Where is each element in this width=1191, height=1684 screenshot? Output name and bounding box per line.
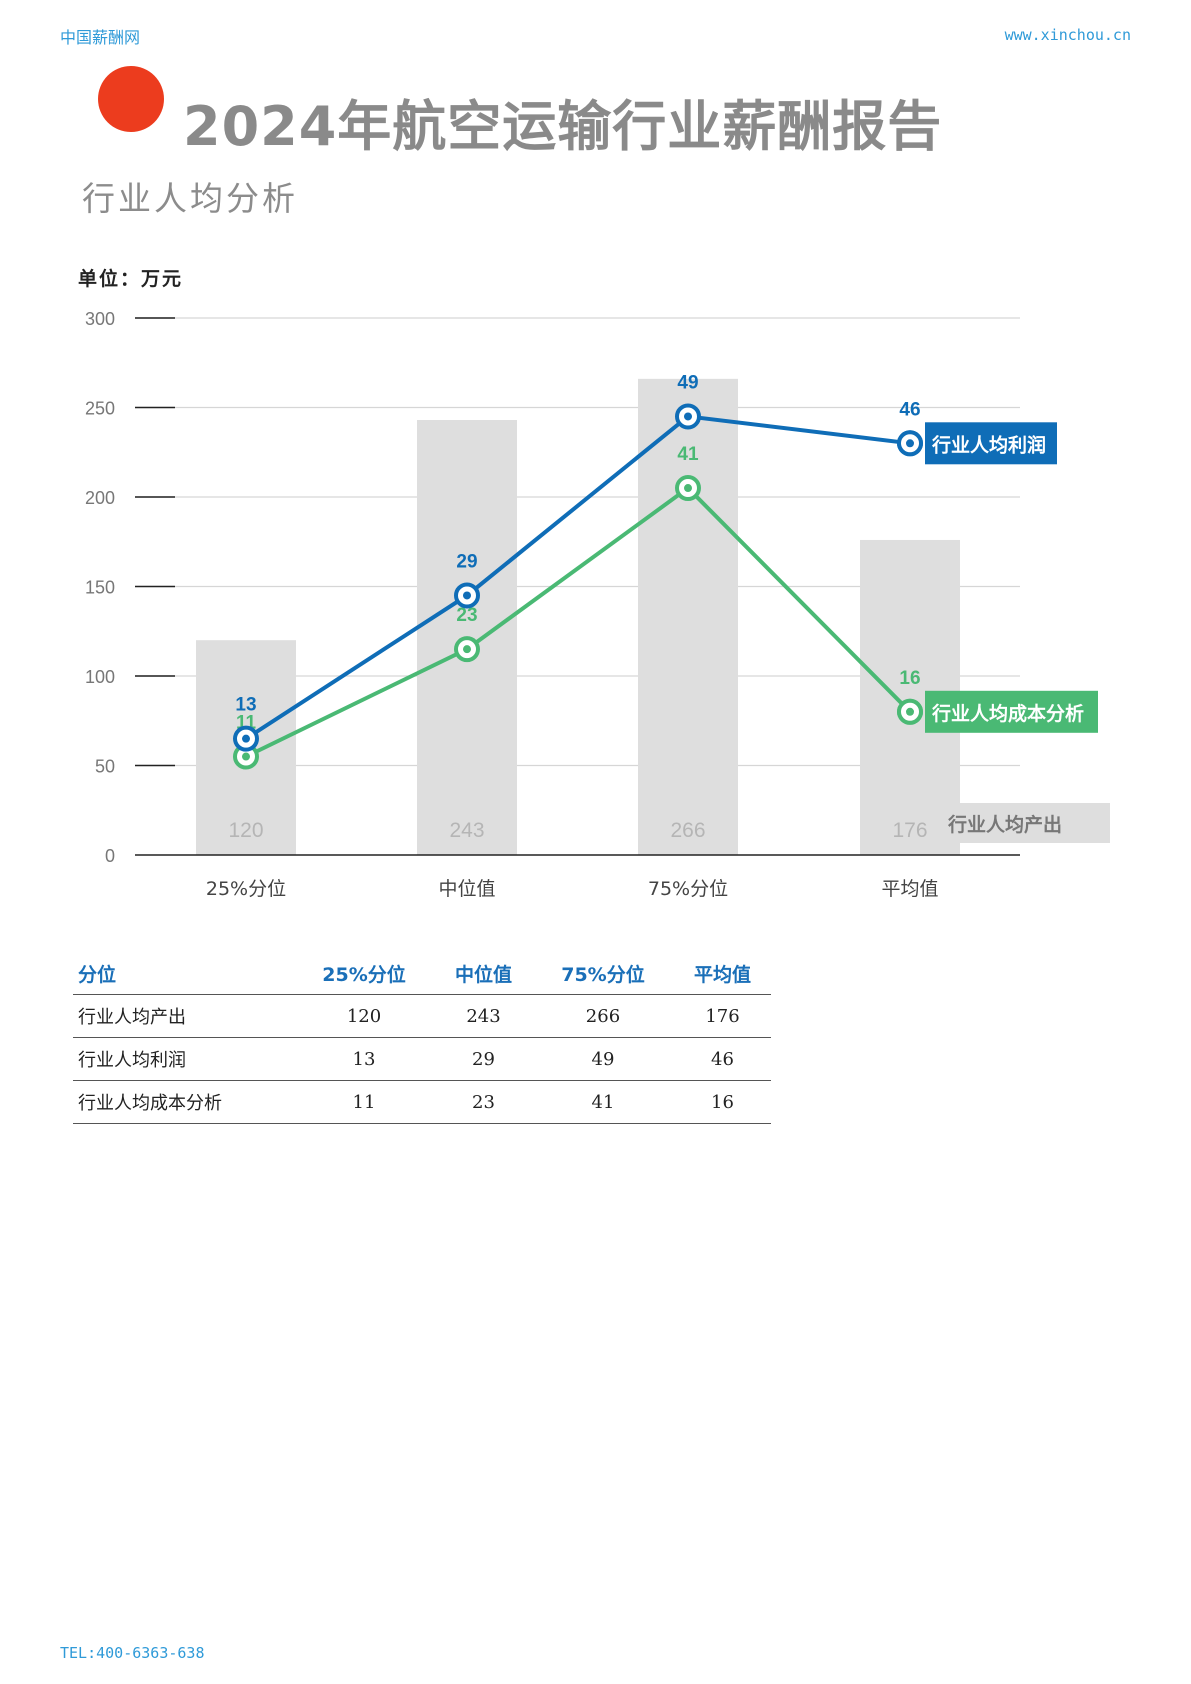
x-tick-label: 中位值 [438,878,495,900]
data-point-center [684,484,692,493]
data-label: 23 [456,605,477,626]
data-label: 13 [235,695,256,716]
table-row: 行业人均成本分析 11 23 41 16 [73,1080,771,1124]
bar [638,378,738,855]
data-point-center [463,591,471,600]
legend-line-label: 行业人均成本分析 [931,702,1084,725]
data-label: 16 [899,668,920,689]
data-label: 49 [677,372,698,393]
legend-line-tag [925,422,1057,465]
data-label: 41 [677,444,699,465]
table-header-cell: 中位值 [435,952,532,995]
accent-dot [98,66,164,132]
data-point-center [906,439,914,448]
table-cell: 23 [435,1080,532,1124]
legend-bar-label: 行业人均产出 [947,813,1062,836]
table-cell: 41 [531,1080,674,1124]
legend-line-label: 行业人均利润 [931,433,1046,456]
table-cell: 11 [293,1080,435,1124]
bar-value-label: 243 [449,819,484,842]
table-cell: 266 [531,994,674,1038]
unit-label: 单位：万元 [78,268,184,290]
data-point-center [684,412,692,421]
section-subtitle: 行业人均分析 [82,179,298,218]
footer-phone: TEL:400-6363-638 [60,1644,205,1662]
x-tick-label: 75%分位 [648,878,728,900]
legend-bar-tag [932,803,1110,843]
data-point-center [242,734,250,743]
table-cell: 49 [531,1037,674,1081]
table-cell: 120 [293,994,435,1038]
table-cell: 243 [435,994,532,1038]
data-point-center [242,752,250,761]
combo-chart: 0 50 100 150 200 250 300 120 243 266 176 25%分位 中位值 75… [85,309,1110,900]
data-table: 分位 25%分位 中位值 75%分位 平均值 行业人均产出 120 243 26… [73,952,771,1124]
y-tick-label: 250 [85,399,115,419]
legend-line-tag [925,690,1098,733]
bar-value-label: 266 [670,819,705,842]
table-header-cell: 75%分位 [531,952,674,995]
data-point-center [463,645,471,654]
y-tick-label: 0 [105,846,115,866]
x-tick-label: 平均值 [881,878,938,900]
y-tick-label: 150 [85,578,115,598]
table-cell: 行业人均利润 [73,1037,293,1081]
table-row: 行业人均产出 120 243 266 176 [73,994,771,1038]
series-line [245,485,912,759]
table-header-cell: 25%分位 [293,952,435,995]
bar-value-label: 120 [228,819,263,842]
y-tick-label: 100 [85,667,115,687]
site-url[interactable]: www.xinchou.cn [1004,26,1131,44]
y-tick-label: 300 [85,309,115,329]
table-cell: 46 [673,1037,771,1081]
table-row: 行业人均利润 13 29 49 46 [73,1037,771,1081]
table-cell: 29 [435,1037,532,1081]
x-tick-label: 25%分位 [206,878,286,900]
table-cell: 176 [673,994,771,1038]
data-label: 46 [899,399,920,420]
site-name: 中国薪酬网 [60,28,141,47]
table-cell: 13 [293,1037,435,1081]
table-header-row: 分位 25%分位 中位值 75%分位 平均值 [73,952,771,995]
data-label: 29 [456,551,477,572]
table-cell: 行业人均产出 [73,994,293,1038]
y-tick-label: 50 [95,757,115,777]
series-line [244,414,911,741]
y-tick-label: 200 [85,488,115,508]
bar-value-label: 176 [892,819,927,842]
data-point-center [906,707,914,716]
table-cell: 16 [673,1080,771,1124]
table-cell: 行业人均成本分析 [73,1080,293,1124]
table-header-cell: 分位 [73,952,293,995]
table-header-cell: 平均值 [673,952,771,995]
report-title: 2024年航空运输行业薪酬报告 [183,95,943,158]
